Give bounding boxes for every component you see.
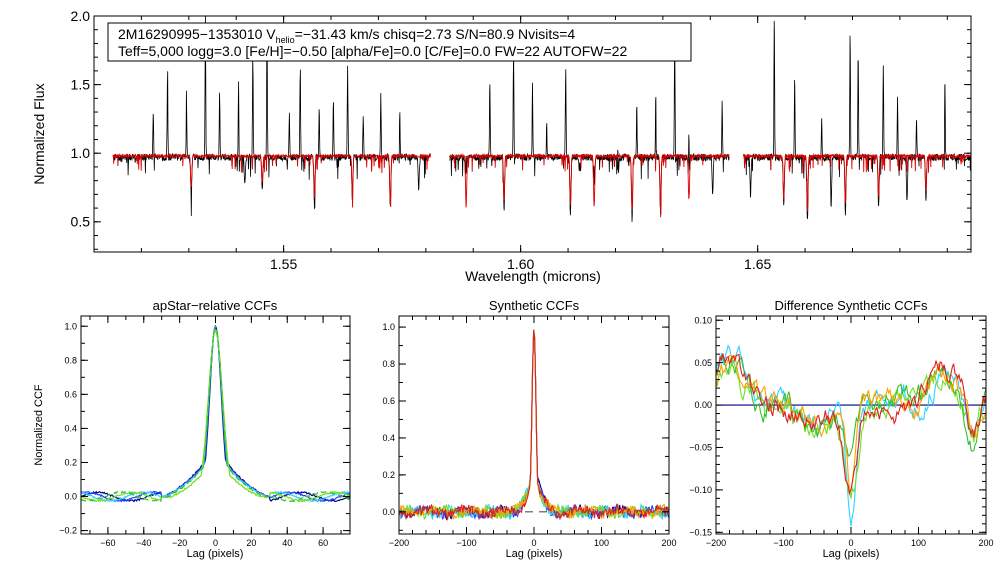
y-tick-label: −0.15 xyxy=(689,527,712,537)
synthetic-ccf-plot-area xyxy=(399,329,669,521)
synthetic-ccf-series-5 xyxy=(399,329,669,521)
y-tick-label: −0.2 xyxy=(59,526,77,536)
model-spectrum-segment-2 xyxy=(449,152,730,218)
model-spectrum-segment-1 xyxy=(112,152,432,208)
x-tick-label: −100 xyxy=(456,538,476,548)
y-tick-label: 0.0 xyxy=(64,492,77,502)
difference-ccf-x-label: Lag (pixels) xyxy=(823,548,880,560)
apstar-ccf-series-4 xyxy=(81,329,350,503)
y-tick-label: 0.2 xyxy=(382,470,395,480)
info-box xyxy=(107,22,692,62)
difference-ccf-series-4 xyxy=(716,354,986,495)
x-tick-label: 1.55 xyxy=(270,256,297,272)
apstar-ccf-plot-area xyxy=(81,324,350,503)
synthetic-ccf-frame xyxy=(398,315,670,535)
vhelio-subscript: helio xyxy=(276,35,295,45)
y-tick-label: 0.05 xyxy=(694,358,712,368)
x-tick-label: −200 xyxy=(706,538,726,548)
y-tick-label: 0.4 xyxy=(382,433,395,443)
apstar-ccf-series-3 xyxy=(81,329,350,503)
y-tick-label: 1.0 xyxy=(71,145,91,161)
x-tick-label: 200 xyxy=(661,538,676,548)
x-tick-label: 20 xyxy=(246,538,256,548)
y-tick-label: 0.0 xyxy=(382,507,395,517)
y-tick-label: 1.5 xyxy=(71,77,91,93)
y-tick-label: −0.10 xyxy=(689,485,712,495)
synthetic-ccf-series-2 xyxy=(399,329,669,521)
difference-ccf-plot-area xyxy=(716,344,986,527)
apstar-ccf-title: apStar−relative CCFs xyxy=(153,298,278,313)
info-line-2: Teff=5,000 logg=3.0 [Fe/H]=−0.50 [alpha/… xyxy=(118,43,627,59)
fit-summary-text: =−31.43 km/s chisq=2.73 S/N=80.9 Nvisits… xyxy=(295,26,576,42)
difference-ccf-title: Difference Synthetic CCFs xyxy=(775,298,928,313)
x-tick-label: −200 xyxy=(389,538,409,548)
apstar-ccf-y-label: Normalized CCF xyxy=(33,384,45,466)
difference-ccf-panel: −200 −100 0 100 200 −0.15 −0.10 −0.05 0.00 0.05 0.… xyxy=(689,298,993,560)
x-tick-label: 1.65 xyxy=(744,256,771,272)
synthetic-ccf-series-1 xyxy=(399,329,669,521)
synthetic-ccf-axes: −200 −100 0 100 200 0.0 0.2 0.4 0.6 0.8 1.0 xyxy=(382,316,677,548)
spectrum-x-label: Wavelength (microns) xyxy=(465,268,601,284)
synthetic-ccf-series-6 xyxy=(399,329,669,521)
spectrum-y-label: Normalized Flux xyxy=(31,83,47,184)
x-tick-label: −60 xyxy=(100,538,115,548)
observed-spectrum-segment-2 xyxy=(449,46,730,222)
y-tick-label: 0.5 xyxy=(71,214,91,230)
x-tick-label: 200 xyxy=(978,538,993,548)
x-tick-label: 0 xyxy=(848,538,853,548)
synthetic-ccf-panel: −200 −100 0 100 200 0.0 0.2 0.4 0.6 0.8 1.0 Synthe… xyxy=(382,298,676,560)
x-tick-label: 0 xyxy=(213,538,218,548)
y-tick-label: 0.4 xyxy=(64,424,77,434)
spectrum-axes: 1.55 1.60 1.65 0.5 1.0 1.5 2.0 xyxy=(71,8,971,272)
y-tick-label: 0.8 xyxy=(64,355,77,365)
x-tick-label: −100 xyxy=(773,538,793,548)
spectrum-frame xyxy=(93,15,972,253)
difference-ccf-axes: −200 −100 0 100 200 −0.15 −0.10 −0.05 0.00 0.05 0.… xyxy=(689,315,993,548)
y-tick-label: 0.10 xyxy=(694,315,712,325)
y-tick-label: 0.6 xyxy=(382,396,395,406)
spectrum-plot-area xyxy=(112,16,971,222)
observed-spectrum-segment-3 xyxy=(743,20,971,219)
apstar-ccf-series-5 xyxy=(81,325,350,503)
x-tick-label: 0 xyxy=(531,538,536,548)
y-tick-label: 0.00 xyxy=(694,400,712,410)
difference-ccf-series-5 xyxy=(716,353,986,496)
synthetic-ccf-title: Synthetic CCFs xyxy=(489,298,580,313)
x-tick-label: −20 xyxy=(172,538,187,548)
y-tick-label: −0.05 xyxy=(689,443,712,453)
x-tick-label: 100 xyxy=(911,538,926,548)
spectrum-panel: 1.55 1.60 1.65 0.5 1.0 1.5 2.0 Wavelength (mic… xyxy=(31,8,972,284)
x-tick-label: 100 xyxy=(594,538,609,548)
apstar-ccf-panel: −60 −40 −20 0 20 40 60 −0.2 0.0 0.2 0.4 0.6 0.8 1.0 a… xyxy=(33,298,351,560)
y-tick-label: 1.0 xyxy=(64,321,77,331)
y-tick-label: 2.0 xyxy=(71,8,91,24)
x-tick-label: −40 xyxy=(136,538,151,548)
y-tick-label: 0.6 xyxy=(64,389,77,399)
apstar-ccf-series-1 xyxy=(81,324,350,503)
apstar-ccf-x-label: Lag (pixels) xyxy=(187,548,244,560)
difference-ccf-series-3 xyxy=(716,355,986,457)
x-tick-label: 1.60 xyxy=(507,256,534,272)
y-tick-label: 0.2 xyxy=(64,458,77,468)
synthetic-ccf-x-label: Lag (pixels) xyxy=(506,548,563,560)
synthetic-ccf-series-4 xyxy=(399,329,669,521)
info-line-1: 2M16290995−1353010 Vhelio=−31.43 km/s ch… xyxy=(118,26,575,45)
x-tick-label: 60 xyxy=(318,538,328,548)
model-spectrum-segment-3 xyxy=(743,152,971,212)
difference-ccf-frame xyxy=(715,315,987,535)
y-tick-label: 1.0 xyxy=(382,322,395,332)
y-tick-label: 0.8 xyxy=(382,359,395,369)
x-tick-label: 40 xyxy=(282,538,292,548)
apstar-ccf-series-2 xyxy=(81,325,350,503)
apstar-ccf-axes: −60 −40 −20 0 20 40 60 −0.2 0.0 0.2 0.4 0.6 0.8 1.0 xyxy=(59,316,350,548)
star-id-text: 2M16290995−1353010 V xyxy=(118,26,276,42)
synthetic-ccf-series-3 xyxy=(399,329,669,521)
